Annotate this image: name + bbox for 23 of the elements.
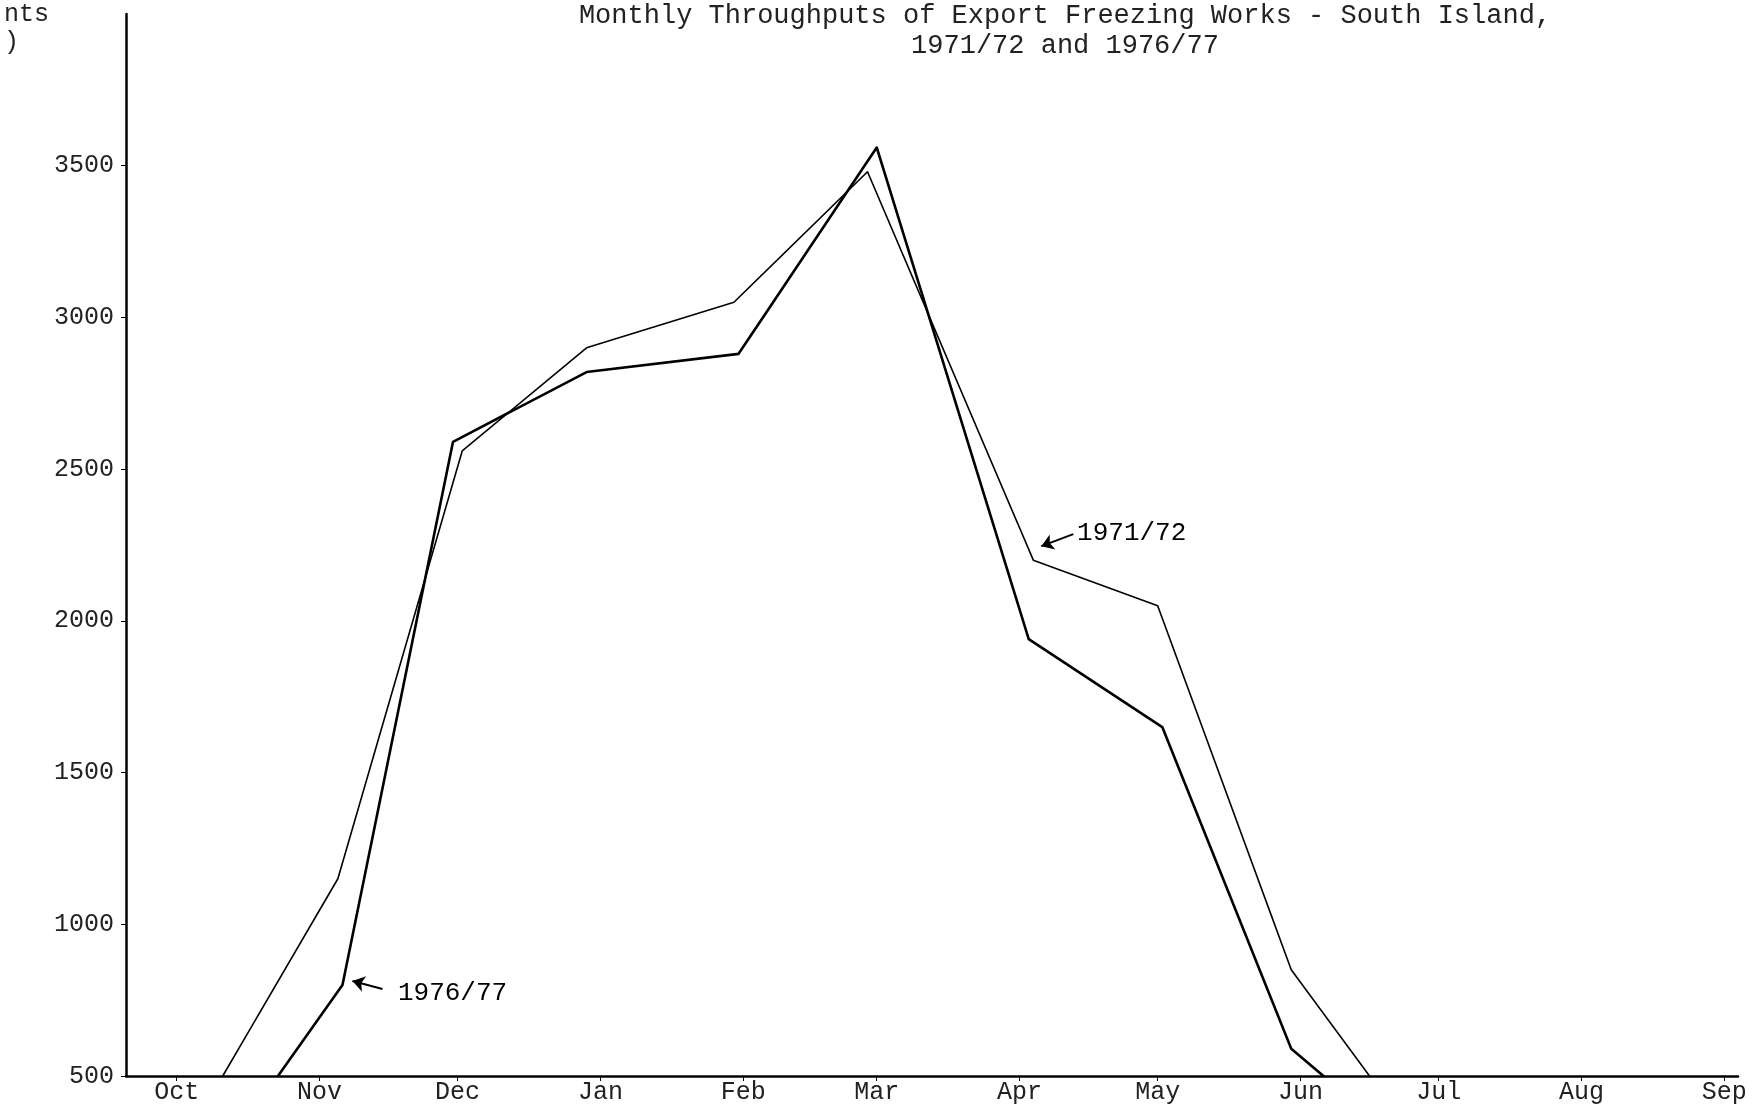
- legend-label: 1971/72: [1077, 517, 1187, 548]
- legend-label: 1976/77: [397, 978, 508, 1009]
- x-tick-label: Mar: [854, 1078, 900, 1107]
- y-tick-label: 2500: [53, 454, 114, 484]
- x-tick-label: Dec: [435, 1078, 481, 1107]
- y-tick-label: 1000: [53, 909, 114, 939]
- x-tick-label: Jul: [1416, 1078, 1462, 1107]
- y-tick-label: 3500: [53, 151, 114, 181]
- x-tick-label: Jan: [577, 1078, 623, 1107]
- chart-title: Monthly Throughputs of Export Freezing Works - South Island, 1971/72 and 1976/77: [578, 1, 1552, 61]
- x-tick-label: Jun: [1277, 1078, 1323, 1107]
- x-tick-label: Feb: [720, 1078, 766, 1107]
- x-tick-label: Sep: [1701, 1078, 1747, 1107]
- x-tick-label: Apr: [997, 1078, 1043, 1107]
- x-tick-label: Oct: [154, 1078, 200, 1107]
- x-tick-label: Aug: [1558, 1078, 1604, 1107]
- y-tick-label: 2000: [53, 606, 114, 636]
- y-tick-label: 3000: [53, 302, 114, 332]
- y-axis-title: nts ): [4, 0, 50, 57]
- y-tick-label: 500: [68, 1061, 114, 1091]
- x-tick-label: May: [1135, 1078, 1181, 1107]
- x-tick-label: Nov: [296, 1078, 342, 1107]
- y-tick-label: 1500: [53, 758, 114, 788]
